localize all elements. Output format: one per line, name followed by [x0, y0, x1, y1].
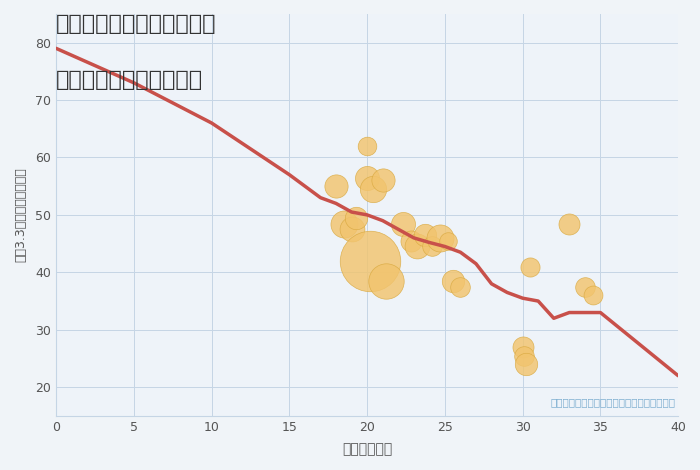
Point [427, 243, 438, 250]
Point [580, 283, 591, 290]
Point [338, 220, 349, 227]
Text: 円の大きさは、取引のあった物件面積を示す: 円の大きさは、取引のあった物件面積を示す [550, 397, 675, 407]
Point [351, 214, 362, 221]
Y-axis label: 坪（3.3㎡）単価（万円）: 坪（3.3㎡）単価（万円） [14, 167, 27, 262]
Point [377, 177, 388, 184]
Point [365, 257, 376, 265]
Text: 奈良県生駒市ひかりが丘の: 奈良県生駒市ひかりが丘の [56, 14, 216, 34]
Point [346, 226, 357, 233]
Point [517, 343, 528, 351]
Point [398, 220, 409, 227]
Text: 築年数別中古戸建て価格: 築年数別中古戸建て価格 [56, 70, 203, 91]
Point [368, 185, 379, 193]
Point [455, 283, 466, 290]
Point [435, 234, 446, 242]
Point [419, 231, 430, 239]
Point [380, 277, 391, 285]
Point [442, 237, 454, 244]
Point [412, 243, 423, 250]
Point [405, 237, 416, 244]
Point [330, 182, 342, 190]
Point [361, 174, 372, 181]
Point [525, 263, 536, 270]
Point [564, 220, 575, 227]
Point [447, 277, 458, 285]
Point [520, 360, 531, 368]
X-axis label: 築年数（年）: 築年数（年） [342, 442, 392, 456]
Point [361, 142, 372, 150]
Point [519, 352, 530, 360]
Point [587, 291, 598, 299]
